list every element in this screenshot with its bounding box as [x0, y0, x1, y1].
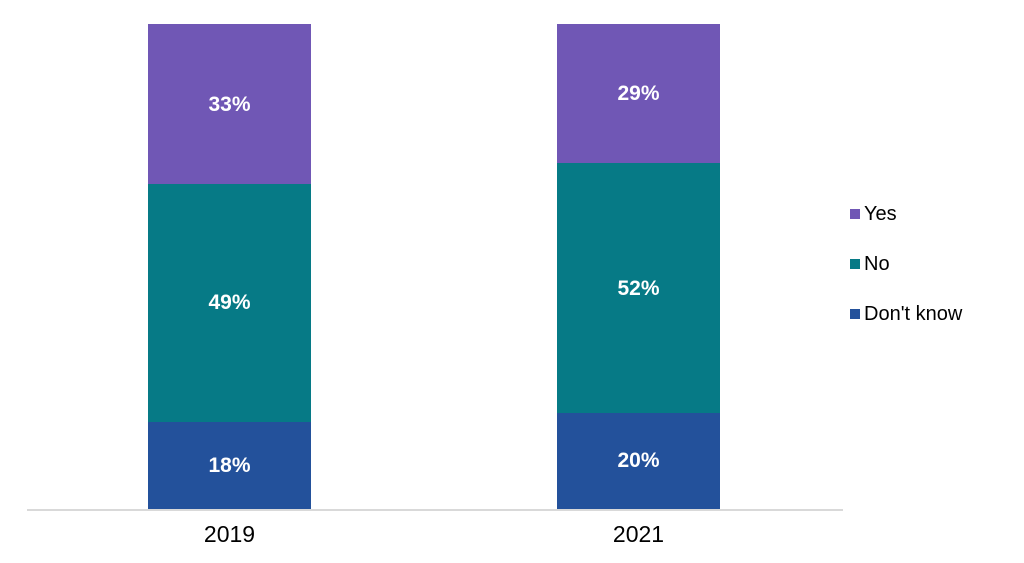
- legend-label-don-t-know: Don't know: [864, 302, 963, 325]
- data-label-2019-don-t-know: 18%: [208, 453, 251, 477]
- legend-swatch-icon-yes: [850, 209, 860, 219]
- bar-segment-2021-no: 52%: [557, 163, 720, 413]
- x-axis-label-2021: 2021: [612, 521, 665, 547]
- bar-segment-2021-yes: 29%: [557, 24, 720, 164]
- legend-item-yes: Yes: [850, 202, 962, 226]
- x-axis-label-2019: 2019: [203, 521, 256, 547]
- legend-item-don-t-know: Don't know: [850, 302, 962, 326]
- bar-segment-2019-don-t-know: 18%: [148, 421, 311, 509]
- legend: Yes No Don't know: [850, 202, 962, 352]
- bar-segment-2021-don-t-know: 20%: [557, 412, 720, 509]
- data-label-2021-don-t-know: 20%: [617, 449, 660, 473]
- data-label-2019-no: 49%: [208, 291, 251, 315]
- data-label-2019-yes: 33%: [208, 92, 251, 116]
- legend-swatch-icon-don-t-know: [850, 309, 860, 319]
- bar-2019: 33% 49% 18%: [148, 24, 311, 509]
- bar-segment-2019-yes: 33%: [148, 24, 311, 185]
- data-label-2021-yes: 29%: [617, 82, 660, 106]
- x-axis-line: [27, 509, 843, 511]
- legend-swatch-icon-no: [850, 259, 860, 269]
- legend-label-yes: Yes: [864, 202, 897, 225]
- legend-label-no: No: [864, 252, 890, 275]
- data-label-2021-no: 52%: [617, 276, 660, 300]
- bar-segment-2019-no: 49%: [148, 184, 311, 422]
- bar-2021: 29% 52% 20%: [557, 24, 720, 509]
- legend-item-no: No: [850, 252, 962, 276]
